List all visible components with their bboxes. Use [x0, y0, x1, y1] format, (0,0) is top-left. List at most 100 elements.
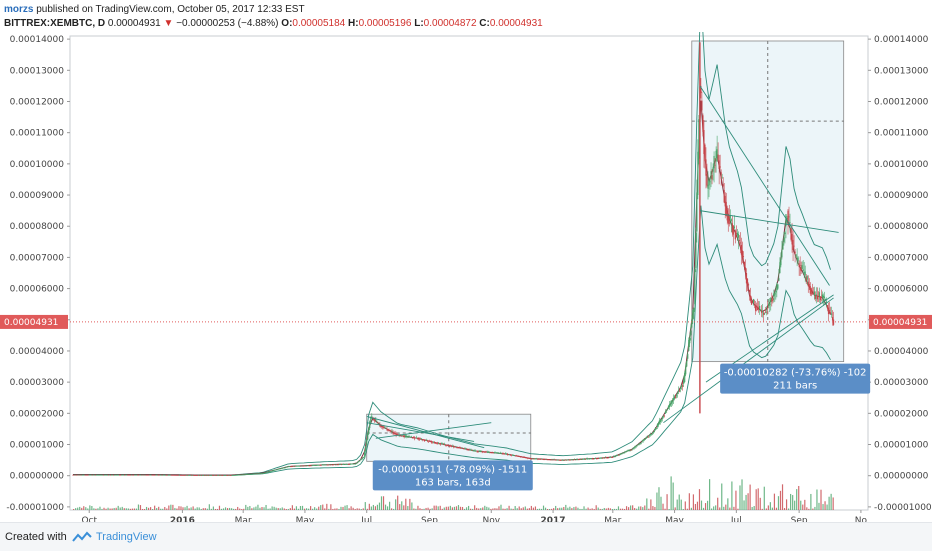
candle-body [709, 181, 711, 183]
candle-body [429, 441, 432, 442]
candle-body [248, 474, 250, 475]
candle-body [324, 464, 326, 466]
volume-bar [281, 507, 283, 510]
trend-line [699, 210, 839, 233]
candle-body [355, 462, 358, 464]
volume-bar [378, 502, 381, 510]
volume-bar [666, 494, 668, 510]
candle-body [517, 455, 519, 457]
candle-body [87, 474, 89, 476]
volume-bar [137, 504, 140, 510]
volume-bar [702, 507, 705, 510]
volume-bar [89, 505, 91, 510]
candle-body [622, 452, 624, 454]
candle-body [112, 474, 115, 476]
volume-bar [141, 508, 144, 510]
candle-body [165, 474, 167, 476]
volume-bar [194, 508, 196, 510]
volume-bar [101, 508, 103, 510]
candle-body [145, 474, 147, 476]
volume-bar [617, 506, 620, 510]
candle-body [104, 474, 107, 476]
candle-body [414, 437, 416, 439]
candle-body [433, 442, 436, 443]
candle-body [762, 310, 764, 312]
candle-body [319, 465, 321, 466]
candle-body [686, 360, 688, 367]
candle-body [704, 144, 706, 162]
volume-bar [115, 507, 117, 510]
candle-body [624, 451, 626, 453]
candle-body [600, 457, 602, 459]
volume-bar [123, 508, 125, 510]
volume-bar [504, 508, 506, 510]
candle-body [200, 475, 202, 476]
candle-body [421, 439, 424, 441]
candle-body [452, 445, 454, 447]
candle-body [668, 403, 671, 408]
candle-body [708, 180, 710, 186]
candle-body [303, 465, 305, 467]
volume-bar [198, 507, 200, 510]
candle-body [142, 474, 144, 476]
candle-body [823, 296, 826, 298]
candle-body [542, 459, 544, 460]
candle-body [724, 195, 726, 207]
volume-bar [87, 508, 89, 510]
volume-bar [196, 507, 198, 510]
price-chart[interactable]: 0.00014000 0.00014000 0.00013000 0.00013000… [0, 32, 932, 522]
author-link[interactable]: morzs [4, 4, 34, 15]
volume-bar [743, 500, 745, 510]
candle-body [457, 447, 459, 449]
candle-body [418, 438, 420, 440]
candle-body [697, 151, 699, 196]
candle-body [357, 462, 359, 464]
candle-body [692, 310, 694, 320]
tradingview-link[interactable]: TradingView [96, 531, 157, 543]
candle-body [98, 474, 100, 476]
volume-bar [615, 508, 618, 510]
volume-bar [204, 508, 206, 510]
candle-body [805, 277, 807, 281]
candle-body [183, 474, 186, 476]
candle-body [306, 465, 308, 467]
candle-body [180, 474, 182, 476]
candle-body [826, 305, 829, 309]
candle-body [213, 475, 215, 476]
candle-body [377, 422, 379, 423]
candle-body [467, 449, 469, 451]
candle-body [439, 443, 441, 445]
candle-body [257, 473, 259, 475]
candle-body [644, 439, 646, 440]
volume-bar [735, 490, 737, 510]
volume-bar [305, 508, 308, 510]
candle-body [245, 474, 247, 476]
candle-body [406, 436, 408, 437]
close-value: 0.00004931 [489, 18, 543, 29]
candle-body [623, 452, 625, 454]
candle-body [530, 458, 532, 460]
candle-body [125, 474, 127, 476]
volume-bar [439, 505, 441, 510]
y-tick-label-left: 0.00004000 [10, 347, 65, 357]
volume-bar [214, 508, 217, 510]
candle-body [759, 305, 761, 309]
candle-body [337, 464, 339, 466]
x-tick-label: Jul [730, 516, 742, 522]
candle-body [527, 457, 529, 459]
candle-body [241, 474, 243, 476]
volume-bar [822, 504, 824, 510]
volume-bar [303, 508, 306, 510]
volume-bar [508, 505, 510, 510]
candle-body [822, 295, 825, 298]
candle-body [828, 309, 831, 311]
candle-body [132, 474, 134, 476]
candle-body [347, 464, 350, 465]
candle-body [693, 307, 695, 312]
candle-body [234, 474, 236, 476]
candle-body [749, 295, 752, 301]
candle-body [114, 474, 117, 476]
volume-bar [228, 507, 231, 510]
volume-bar [727, 498, 729, 510]
candle-body [504, 453, 507, 455]
